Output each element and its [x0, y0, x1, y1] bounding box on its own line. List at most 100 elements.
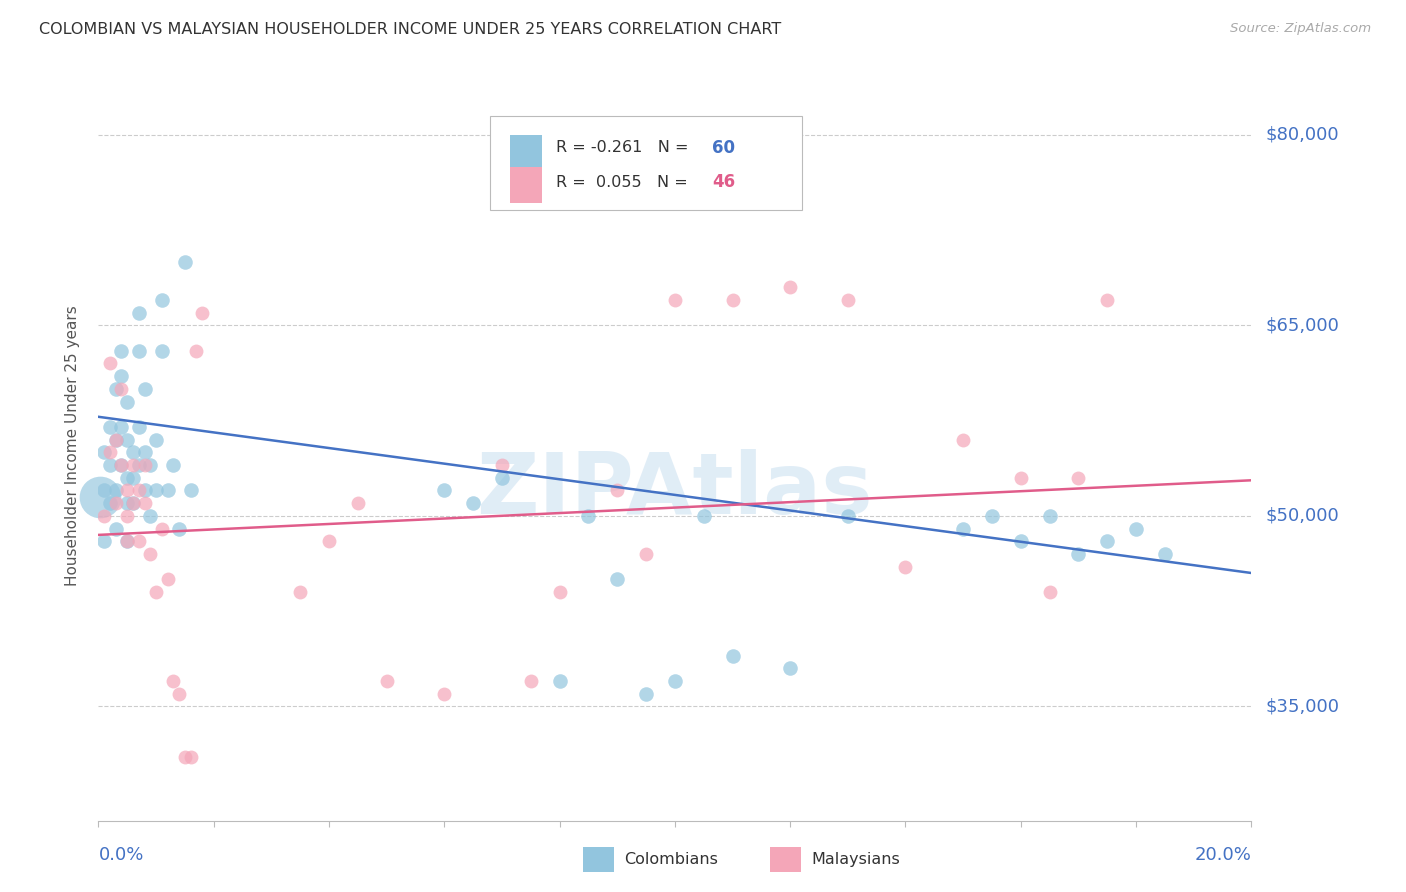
Point — [128, 458, 150, 472]
Point — [721, 293, 744, 307]
Point — [150, 522, 173, 536]
Point — [1010, 471, 1032, 485]
Point — [134, 458, 156, 472]
Point — [117, 508, 139, 523]
Point — [128, 306, 150, 320]
Point — [139, 458, 162, 472]
Point — [98, 496, 121, 510]
Point — [89, 490, 111, 504]
Point — [117, 534, 139, 549]
Text: $35,000: $35,000 — [1265, 698, 1340, 715]
Point — [721, 648, 744, 663]
Point — [491, 458, 513, 472]
Point — [93, 445, 115, 459]
Point — [104, 382, 127, 396]
Point — [346, 496, 368, 510]
Point — [1154, 547, 1177, 561]
Text: Source: ZipAtlas.com: Source: ZipAtlas.com — [1230, 22, 1371, 36]
Point — [578, 508, 600, 523]
Point — [104, 433, 127, 447]
Point — [98, 445, 121, 459]
FancyBboxPatch shape — [491, 116, 801, 210]
Point — [93, 483, 115, 498]
Point — [156, 572, 179, 586]
Point — [117, 534, 139, 549]
Y-axis label: Householder Income Under 25 years: Householder Income Under 25 years — [65, 306, 80, 586]
Point — [636, 547, 658, 561]
Point — [104, 496, 127, 510]
Point — [134, 445, 156, 459]
Text: $65,000: $65,000 — [1265, 317, 1339, 334]
Point — [664, 673, 686, 688]
Point — [128, 420, 150, 434]
Point — [150, 343, 173, 358]
Point — [139, 547, 162, 561]
Point — [117, 496, 139, 510]
Point — [186, 343, 208, 358]
Point — [636, 687, 658, 701]
Point — [128, 483, 150, 498]
Point — [606, 483, 628, 498]
Point — [520, 673, 543, 688]
Point — [128, 534, 150, 549]
Point — [110, 458, 132, 472]
Point — [318, 534, 340, 549]
Point — [180, 750, 202, 764]
FancyBboxPatch shape — [510, 135, 543, 170]
Text: Colombians: Colombians — [624, 853, 718, 867]
Point — [122, 471, 145, 485]
Point — [110, 369, 132, 384]
Point — [548, 585, 571, 599]
Point — [93, 534, 115, 549]
Point — [104, 433, 127, 447]
Point — [1097, 293, 1119, 307]
Point — [779, 280, 801, 294]
Point — [1039, 508, 1062, 523]
Point — [128, 343, 150, 358]
Text: $80,000: $80,000 — [1265, 126, 1339, 144]
Point — [98, 458, 121, 472]
Text: $50,000: $50,000 — [1265, 507, 1339, 524]
Point — [952, 433, 974, 447]
Point — [375, 673, 398, 688]
Text: Malaysians: Malaysians — [811, 853, 900, 867]
Point — [145, 433, 167, 447]
Point — [461, 496, 484, 510]
Point — [837, 508, 859, 523]
Point — [122, 445, 145, 459]
Point — [122, 496, 145, 510]
Point — [93, 508, 115, 523]
Point — [122, 458, 145, 472]
Point — [1125, 522, 1147, 536]
Point — [110, 420, 132, 434]
Point — [779, 661, 801, 675]
Point — [104, 522, 127, 536]
Point — [134, 483, 156, 498]
Point — [664, 293, 686, 307]
Text: 20.0%: 20.0% — [1195, 846, 1251, 863]
Point — [145, 483, 167, 498]
Point — [1067, 471, 1090, 485]
Point — [952, 522, 974, 536]
Point — [1039, 585, 1062, 599]
Point — [894, 559, 917, 574]
Point — [491, 471, 513, 485]
Point — [98, 356, 121, 370]
FancyBboxPatch shape — [510, 167, 543, 202]
Text: 0.0%: 0.0% — [98, 846, 143, 863]
Point — [117, 394, 139, 409]
Text: R = -0.261   N =: R = -0.261 N = — [557, 140, 693, 155]
Point — [548, 673, 571, 688]
Point — [167, 687, 190, 701]
Point — [174, 255, 197, 269]
Text: 60: 60 — [711, 138, 735, 157]
Text: 46: 46 — [711, 173, 735, 191]
Point — [693, 508, 716, 523]
Point — [134, 496, 156, 510]
Point — [134, 382, 156, 396]
Point — [981, 508, 1004, 523]
Point — [290, 585, 312, 599]
Text: R =  0.055   N =: R = 0.055 N = — [557, 175, 693, 190]
Point — [174, 750, 197, 764]
Point — [139, 508, 162, 523]
